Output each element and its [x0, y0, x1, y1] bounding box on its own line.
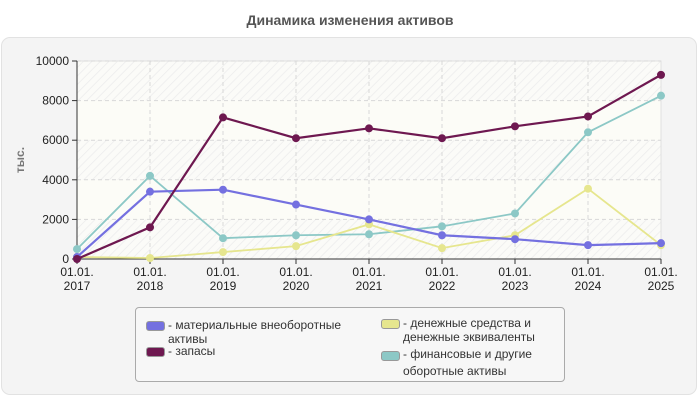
data-point: [657, 239, 665, 248]
data-point: [219, 113, 227, 122]
legend-item-cash: - денежные средства и денежные эквивален…: [381, 316, 535, 344]
data-point: [438, 222, 446, 231]
data-point: [219, 185, 227, 194]
y-tick-label: 2000: [42, 212, 69, 226]
data-point: [511, 235, 519, 244]
y-tick-label: 4000: [42, 173, 69, 187]
x-tick-label: 2019: [210, 279, 237, 293]
x-tick-label: 01.01.: [206, 265, 239, 279]
data-point: [146, 187, 154, 196]
y-tick-label: 0: [62, 252, 69, 266]
data-point: [511, 122, 519, 131]
data-point: [438, 231, 446, 240]
x-tick-label: 2022: [429, 279, 456, 293]
data-point: [584, 128, 592, 137]
x-tick-label: 01.01.: [133, 265, 166, 279]
x-tick-label: 2024: [575, 279, 602, 293]
data-point: [584, 112, 592, 121]
data-point: [511, 209, 519, 218]
legend: - материальные внеоборотные активы - зап…: [135, 307, 565, 382]
x-tick-label: 01.01.: [571, 265, 604, 279]
y-tick-label: 8000: [42, 94, 69, 108]
x-tick-label: 2018: [137, 279, 164, 293]
data-point: [365, 230, 373, 239]
data-point: [292, 242, 300, 251]
data-point: [146, 223, 154, 232]
data-point: [146, 171, 154, 180]
data-point: [438, 244, 446, 253]
data-point: [657, 70, 665, 79]
data-point: [584, 184, 592, 193]
x-tick-label: 01.01.: [60, 265, 93, 279]
plot-band: [77, 179, 661, 220]
data-point: [73, 255, 81, 263]
legend-item-inventory: - запасы: [146, 344, 215, 358]
plot-area: 020004000600080001000001.01.201701.01.20…: [13, 54, 678, 293]
legend-swatch: [146, 347, 165, 357]
data-point: [584, 241, 592, 250]
legend-swatch: [381, 319, 400, 329]
legend-swatch: [146, 321, 165, 331]
data-point: [219, 234, 227, 243]
legend-label: - материальные внеоборотные активы: [168, 318, 341, 346]
legend-swatch: [381, 351, 400, 361]
data-point: [219, 248, 227, 257]
data-point: [292, 231, 300, 240]
data-point: [146, 254, 154, 263]
data-point: [292, 134, 300, 143]
x-tick-label: 01.01.: [644, 265, 677, 279]
data-point: [438, 134, 446, 143]
x-tick-label: 2020: [283, 279, 310, 293]
x-tick-label: 2017: [64, 279, 91, 293]
data-point: [657, 91, 665, 100]
legend-label: - финансовые и другие оборотные активы: [403, 347, 532, 378]
data-point: [292, 200, 300, 209]
legend-item-financial-assets: - финансовые и другие оборотные активы: [381, 346, 532, 380]
x-tick-label: 01.01.: [352, 265, 385, 279]
data-point: [365, 215, 373, 224]
x-tick-label: 2023: [502, 279, 529, 293]
y-tick-label: 10000: [36, 54, 70, 68]
x-tick-label: 01.01.: [279, 265, 312, 279]
x-tick-label: 01.01.: [425, 265, 458, 279]
y-axis-label: тыс.: [13, 147, 27, 173]
x-tick-label: 2021: [356, 279, 383, 293]
chart-title: Динамика изменения активов: [246, 12, 454, 28]
data-point: [365, 124, 373, 133]
legend-label: - денежные средства и денежные эквивален…: [403, 316, 535, 344]
y-tick-label: 6000: [42, 133, 69, 147]
data-point: [73, 245, 81, 254]
x-tick-label: 01.01.: [498, 265, 531, 279]
x-tick-label: 2025: [648, 279, 675, 293]
legend-label: - запасы: [168, 344, 216, 358]
legend-item-tangible-assets: - материальные внеоборотные активы: [146, 318, 341, 346]
